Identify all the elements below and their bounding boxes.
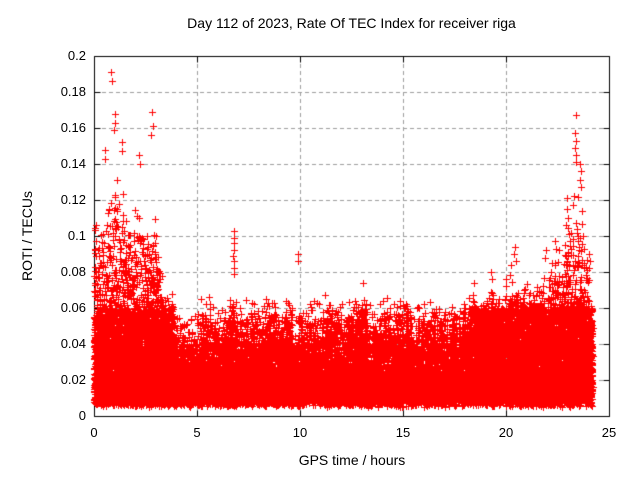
y-tick-label: 0.16 bbox=[60, 120, 86, 135]
x-tick-label: 10 bbox=[292, 425, 308, 440]
x-tick-label: 20 bbox=[498, 425, 514, 440]
y-tick-label: 0 bbox=[78, 408, 86, 423]
y-tick-label: 0.1 bbox=[67, 228, 86, 243]
y-tick-label: 0.12 bbox=[60, 192, 86, 207]
y-tick-label: 0.04 bbox=[60, 336, 86, 351]
x-axis-title: GPS time / hours bbox=[298, 452, 406, 468]
y-tick-label: 0.02 bbox=[60, 372, 86, 387]
y-tick-label: 0.2 bbox=[67, 48, 86, 63]
chart-title: Day 112 of 2023, Rate Of TEC Index for r… bbox=[187, 15, 516, 31]
x-tick-label: 5 bbox=[193, 425, 201, 440]
x-tick-label: 25 bbox=[601, 425, 617, 440]
y-tick-label: 0.08 bbox=[60, 264, 86, 279]
x-tick-label: 0 bbox=[90, 425, 98, 440]
y-tick-label: 0.18 bbox=[60, 84, 86, 99]
y-tick-label: 0.06 bbox=[60, 300, 86, 315]
y-tick-label: 0.14 bbox=[60, 156, 86, 171]
x-tick-label: 15 bbox=[395, 425, 411, 440]
